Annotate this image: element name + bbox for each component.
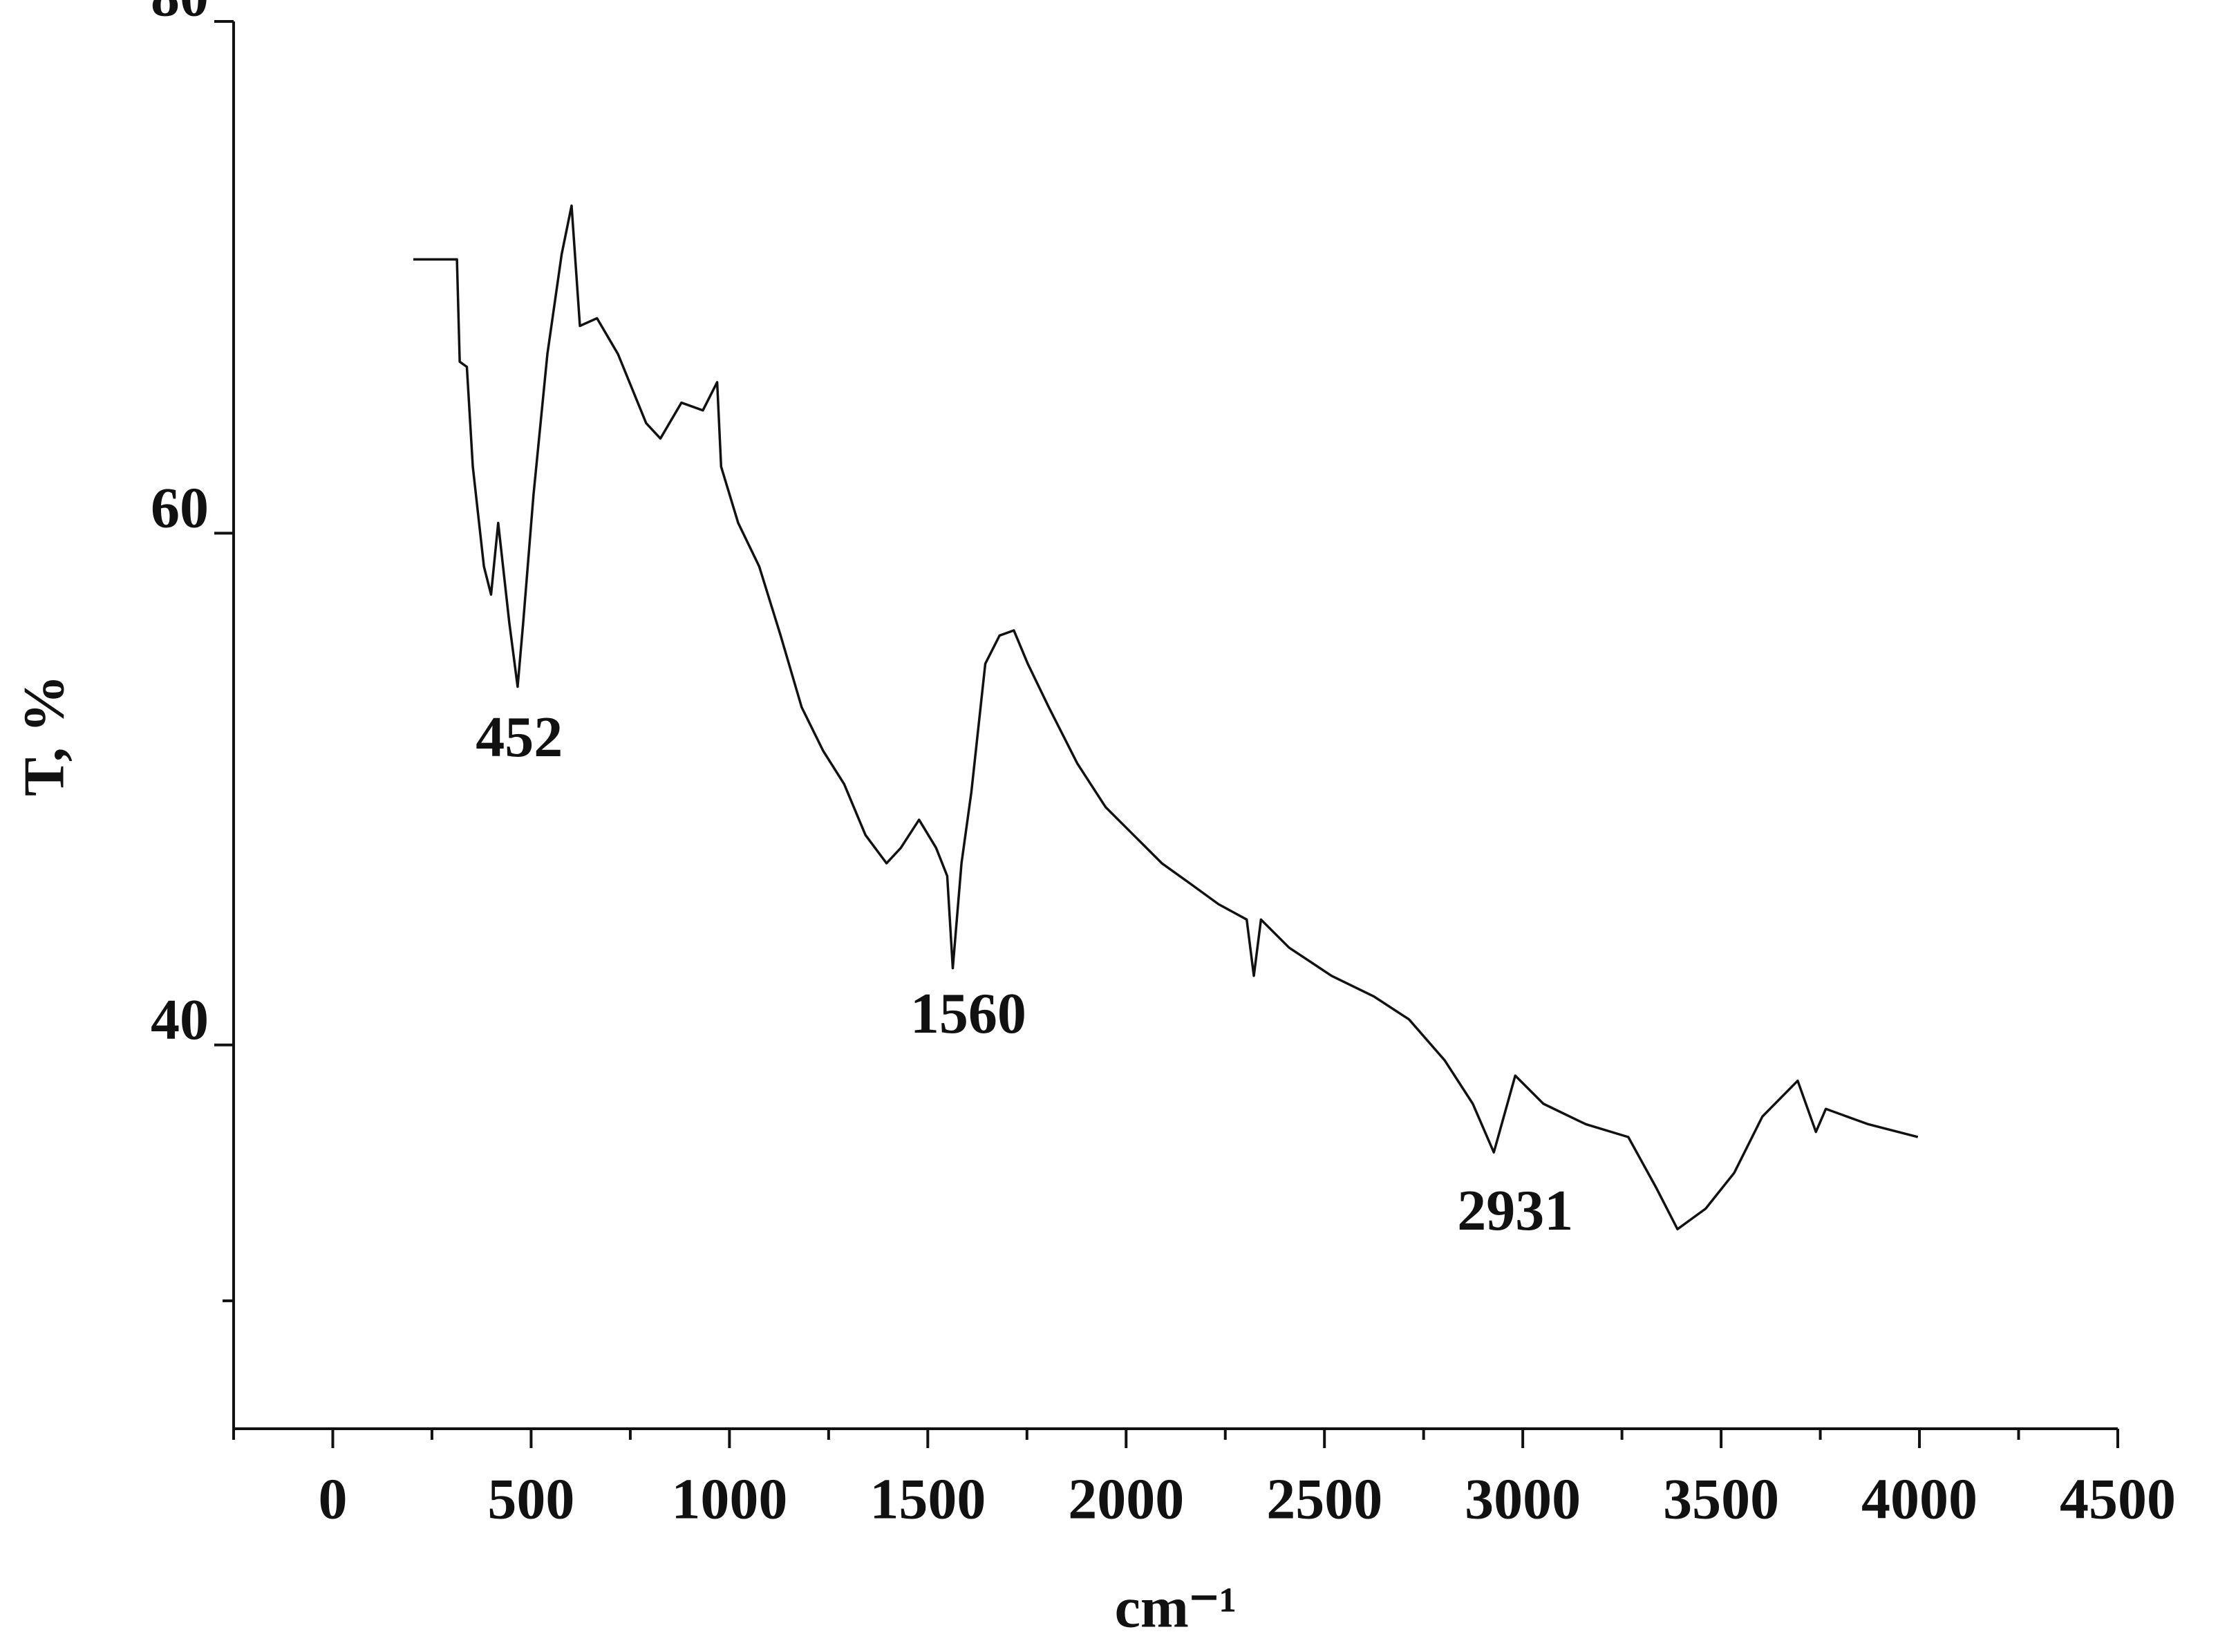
y-axis-label: T, % (12, 675, 76, 796)
x-tick-label: 4000 (1861, 1467, 1977, 1531)
peak-annotation: 2931 (1457, 1179, 1573, 1243)
x-axis-label: cm⁻¹ (1115, 1575, 1237, 1640)
peak-annotation: 1560 (910, 982, 1026, 1046)
y-tick-label: 40 (151, 988, 209, 1052)
y-tick-label: 60 (151, 476, 209, 541)
y-tick-label: 80 (151, 0, 209, 28)
x-tick-label: 2500 (1266, 1467, 1382, 1531)
spectrum-line (413, 204, 1919, 1231)
x-tick-label: 3000 (1465, 1467, 1581, 1531)
x-tick-label: 500 (487, 1467, 574, 1531)
x-tick-label: 1500 (870, 1467, 986, 1531)
x-tick-label: 0 (318, 1467, 347, 1531)
x-tick-label: 3500 (1663, 1467, 1779, 1531)
x-tick-label: 1000 (671, 1467, 787, 1531)
x-tick-label: 2000 (1068, 1467, 1184, 1531)
peak-annotation: 452 (476, 705, 563, 769)
x-tick-label: 4500 (2060, 1467, 2176, 1531)
